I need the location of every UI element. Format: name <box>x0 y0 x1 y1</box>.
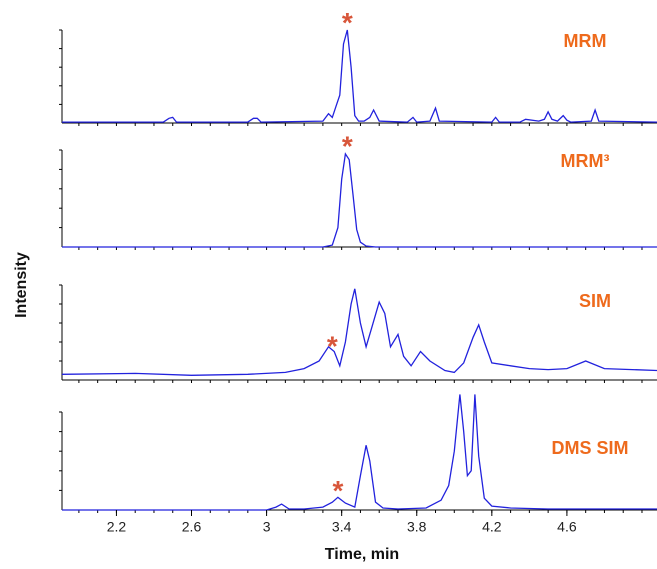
chromatogram-line <box>61 288 657 376</box>
x-tick-label: 3.4 <box>332 519 352 535</box>
peak-marker: * <box>327 330 338 361</box>
x-tick-label: 2.6 <box>182 519 202 535</box>
x-tick-label: 4.2 <box>482 519 502 535</box>
panel-label: MRM³ <box>561 151 610 171</box>
peak-marker: * <box>332 475 343 506</box>
x-tick-label: 4.6 <box>557 519 577 535</box>
panel-label: DMS SIM <box>551 438 628 458</box>
chromatogram-line <box>62 29 657 123</box>
y-axis-label: Intensity <box>13 252 30 318</box>
panel-label: MRM <box>564 31 607 51</box>
panel-label: SIM <box>579 291 611 311</box>
x-tick-label: 2.2 <box>107 519 127 535</box>
x-tick-label: 3.8 <box>407 519 427 535</box>
x-axis-label: Time, min <box>325 546 399 563</box>
peak-marker: * <box>342 131 353 162</box>
x-tick-label: 3 <box>263 519 271 535</box>
chromatogram-line <box>62 394 657 511</box>
peak-marker: * <box>342 7 353 38</box>
chromatogram-line <box>62 152 657 248</box>
